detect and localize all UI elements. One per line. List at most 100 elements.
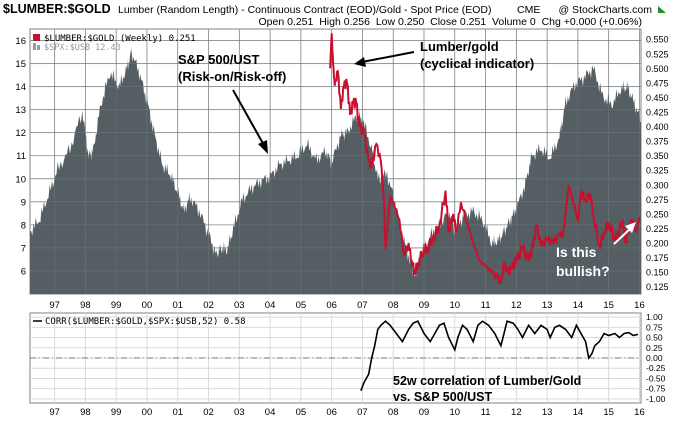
x-tick-label: 16 <box>634 300 645 311</box>
x-tick-label: 07 <box>357 300 368 311</box>
correlation-panel: 1.000.750.500.250.00-0.25-0.50-0.75-1.00… <box>29 312 666 418</box>
price-grid-overlay <box>30 29 641 294</box>
left-tick-label: 9 <box>21 197 26 208</box>
x-tick-label-corr: 97 <box>49 407 60 418</box>
x-tick-label-corr: 03 <box>234 407 245 418</box>
annotation-spx-title: S&P 500/UST <box>178 52 259 67</box>
lumber-gold-line-series <box>329 33 641 285</box>
x-tick-label-corr: 15 <box>603 407 614 418</box>
corr-tick-label: -0.50 <box>646 373 666 383</box>
spx-area-series <box>30 47 641 295</box>
annotation-spx-arrow <box>232 89 268 154</box>
right-tick-label: 0.400 <box>646 122 669 132</box>
left-tick-label: 11 <box>16 151 26 162</box>
x-tick-label: 02 <box>203 300 214 311</box>
chart-symbol: $LUMBER:$GOLD <box>3 2 111 16</box>
legend-spx-label: $SPX:$USB 12.43 <box>44 43 121 53</box>
corr-tick-label: -0.25 <box>646 363 666 373</box>
corr-tick-label: 0.50 <box>646 333 663 343</box>
corr-tick-label: 0.00 <box>646 353 663 363</box>
x-tick-label: 14 <box>573 300 584 311</box>
annotation-lumber-title: Lumber/gold <box>420 39 499 54</box>
corr-tick-label: 1.00 <box>646 312 663 322</box>
x-tick-label-corr: 06 <box>326 407 337 418</box>
x-tick-label-corr: 09 <box>419 407 430 418</box>
x-tick-label-corr: 04 <box>265 407 276 418</box>
exchange-label: CME <box>517 4 540 16</box>
right-tick-label: 0.325 <box>646 166 669 176</box>
watermark-arrow-icon <box>658 6 666 13</box>
x-tick-label-corr: 07 <box>357 407 368 418</box>
annotation-corr-line2: vs. S&P 500/UST <box>393 390 492 404</box>
right-tick-label: 0.375 <box>646 137 669 147</box>
left-tick-label: 15 <box>15 59 26 70</box>
right-tick-label: 0.475 <box>646 78 669 88</box>
corr-tick-label: -1.00 <box>646 394 666 404</box>
x-tick-label-corr: 11 <box>481 407 491 418</box>
x-tick-label-corr: 02 <box>203 407 214 418</box>
x-tick-label: 03 <box>234 300 245 311</box>
right-tick-label: 0.300 <box>646 180 669 190</box>
legend-lumber: $LUMBER:$GOLD (Weekly) 0.251 <box>33 34 196 44</box>
x-tick-label-corr: 98 <box>80 407 91 418</box>
correlation-axis-ticks: 1.000.750.500.250.00-0.25-0.50-0.75-1.00 <box>646 312 666 404</box>
chart-description: Lumber (Random Length) - Continuous Cont… <box>118 4 491 16</box>
x-tick-label-corr: 10 <box>449 407 460 418</box>
legend-corr-label: CORR($LUMBER:$GOLD,$SPX:$USB,52) 0.58 <box>45 317 245 327</box>
legend-spx: $SPX:$USB 12.43 <box>33 43 121 53</box>
left-tick-label: 10 <box>15 174 26 185</box>
annotation-bullish-line2: bullish? <box>556 263 610 279</box>
ohlc-readout: Open 0.251 High 0.256 Low 0.250 Close 0.… <box>258 16 642 28</box>
right-tick-label: 0.525 <box>646 49 669 59</box>
annotation-spx-subtitle: (Risk-on/Risk-off) <box>178 69 286 84</box>
right-tick-label: 0.500 <box>646 64 669 74</box>
legend-lumber-swatch <box>33 34 40 41</box>
correlation-line-series <box>360 320 639 391</box>
x-tick-label-corr: 16 <box>634 407 645 418</box>
x-tick-label-corr: 00 <box>142 407 153 418</box>
right-tick-label: 0.225 <box>646 224 669 234</box>
right-tick-label: 0.125 <box>646 282 669 292</box>
x-tick-label-corr: 01 <box>172 407 183 418</box>
right-tick-label: 0.350 <box>646 151 669 161</box>
right-tick-label: 0.150 <box>646 268 669 278</box>
right-tick-label: 0.450 <box>646 93 669 103</box>
x-tick-label: 08 <box>388 300 399 311</box>
right-tick-label: 0.200 <box>646 239 669 249</box>
x-tick-label: 05 <box>296 300 307 311</box>
x-tick-label-corr: 14 <box>573 407 584 418</box>
corr-tick-label: 0.75 <box>646 322 663 332</box>
left-tick-label: 12 <box>15 128 26 139</box>
x-tick-label: 06 <box>326 300 337 311</box>
x-tick-label: 99 <box>111 300 122 311</box>
left-tick-label: 16 <box>15 36 26 47</box>
legend-spx-swatch <box>33 43 36 50</box>
x-tick-label: 01 <box>172 300 183 311</box>
x-tick-label: 00 <box>142 300 153 311</box>
x-tick-label: 10 <box>449 300 460 311</box>
left-tick-label: 14 <box>15 82 26 93</box>
x-tick-label-corr: 13 <box>542 407 553 418</box>
x-tick-label: 13 <box>542 300 553 311</box>
corr-tick-label: 0.25 <box>646 343 663 353</box>
x-tick-label: 09 <box>419 300 430 311</box>
annotation-corr-line1: 52w correlation of Lumber/Gold <box>393 374 581 388</box>
x-tick-label-corr: 05 <box>296 407 307 418</box>
right-tick-label: 0.250 <box>646 209 669 219</box>
x-tick-label-corr: 99 <box>111 407 122 418</box>
x-tick-label: 12 <box>511 300 522 311</box>
right-tick-label: 0.275 <box>646 195 669 205</box>
x-axis-ticks-main: 97 98 99 00 01 02 03 04 05 06 07 08 09 10 11 12 13 14 15 16 <box>49 300 644 311</box>
left-tick-label: 7 <box>21 243 26 254</box>
legend-corr: CORR($LUMBER:$GOLD,$SPX:$USB,52) 0.58 <box>33 317 245 327</box>
watermark: @ StockCharts.com <box>558 4 652 16</box>
x-tick-label: 98 <box>80 300 91 311</box>
right-tick-label: 0.175 <box>646 253 669 263</box>
right-axis-ticks: 0.125 0.150 0.175 0.200 0.225 0.250 0.275 0.300… <box>646 35 669 293</box>
annotation-lumber-subtitle: (cyclical indicator) <box>420 56 534 71</box>
x-tick-label: 15 <box>603 300 614 311</box>
left-tick-label: 13 <box>15 105 26 116</box>
left-axis-ticks: 6 7 8 9 10 11 12 13 14 15 16 <box>15 36 26 277</box>
x-axis-ticks-correlation: 97 98 99 00 01 02 03 04 05 06 07 08 09 10 11 12 13 14 15 16 <box>49 407 644 418</box>
